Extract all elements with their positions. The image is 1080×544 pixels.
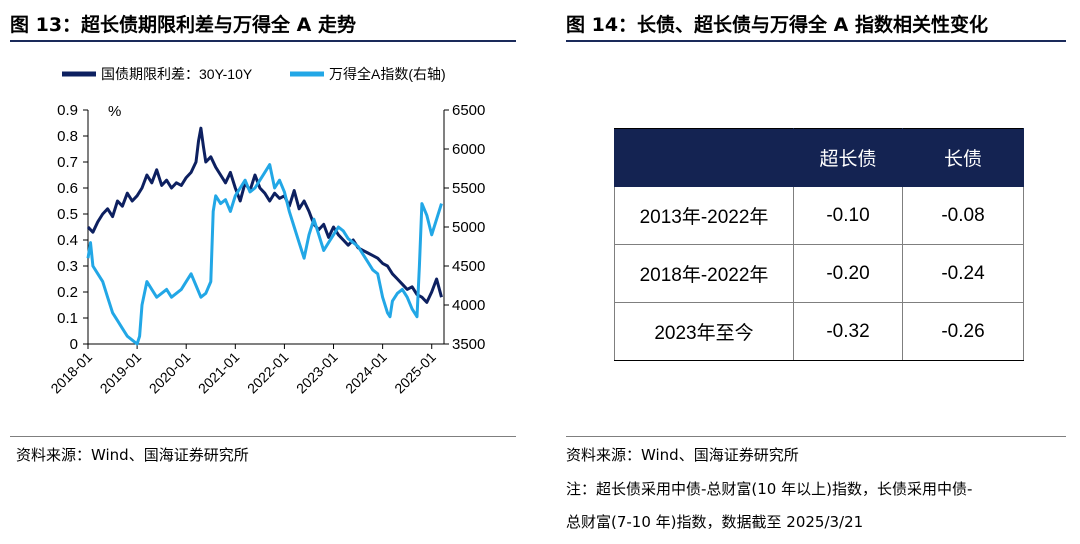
- table-cell-period: 2018年-2022年: [614, 244, 794, 303]
- figure-14-bottom-rule: [566, 436, 1066, 437]
- x-tick-label: 2019-01: [97, 349, 145, 397]
- table-cell-long: -0.24: [902, 244, 1024, 303]
- table-cell-long: -0.08: [902, 186, 1024, 245]
- x-tick-label: 2024-01: [342, 349, 390, 397]
- figure-14-top-rule: [566, 40, 1066, 42]
- y-right-tick-label: 4500: [452, 258, 485, 275]
- figure-13-source: 资料来源：Wind、国海证券研究所: [16, 446, 249, 464]
- figure-13-bottom-rule: [10, 436, 516, 437]
- table-header-ultra-long: 超长债: [793, 128, 903, 187]
- series-line-spread: [86, 126, 443, 304]
- y-left-tick-label: 0.1: [57, 310, 78, 327]
- figure-13-top-rule: [10, 40, 516, 42]
- table-header-blank: [614, 128, 794, 187]
- y-left-tick-label: 0.7: [57, 154, 78, 171]
- table-row: 2013年-2022年 -0.10 -0.08: [614, 186, 1024, 245]
- table-row: 2018年-2022年 -0.20 -0.24: [614, 244, 1024, 303]
- table-cell-period: 2023年至今: [614, 302, 794, 361]
- x-tick-label: 2022-01: [244, 349, 292, 397]
- x-tick-label: 2020-01: [146, 349, 194, 397]
- correlation-table: 超长债 长债 2013年-2022年 -0.10 -0.08 2018年-202…: [614, 128, 1024, 361]
- figure-14-title: 图 14：长债、超长债与万得全 A 指数相关性变化: [566, 14, 988, 36]
- legend-label-spread: 国债期限利差：30Y-10Y: [101, 66, 253, 82]
- y-right-tick-label: 5000: [452, 219, 485, 236]
- table-cell-long: -0.26: [902, 302, 1024, 361]
- y-left-unit-label: %: [108, 103, 121, 120]
- y-left-tick-label: 0.4: [57, 232, 78, 249]
- x-tick-label: 2023-01: [293, 349, 341, 397]
- series-line-index: [86, 163, 443, 346]
- y-right-tick-label: 5500: [452, 180, 485, 197]
- y-right-tick-label: 6500: [452, 102, 485, 119]
- y-right-tick-label: 3500: [452, 336, 485, 353]
- table-header-row: 超长债 长债: [614, 128, 1024, 187]
- y-left-tick-label: 0.5: [57, 206, 78, 223]
- chart-figure-13: 国债期限利差：30Y-10Y 万得全A指数(右轴) 0 0.1 0.2 0.3 0.4 0.5…: [47, 66, 485, 397]
- y-right-tick-label: 4000: [452, 297, 485, 314]
- legend-label-index: 万得全A指数(右轴): [329, 66, 446, 82]
- figure-14-note-line1: 注：超长债采用中债-总财富(10 年以上)指数，长债采用中债-: [566, 480, 973, 498]
- y-left-tick-label: 0.3: [57, 258, 78, 275]
- table-cell-ultra-long: -0.10: [793, 186, 903, 245]
- y-left-tick-label: 0.6: [57, 180, 78, 197]
- y-left-tick-label: 0.2: [57, 284, 78, 301]
- y-left-tick-label: 0.9: [57, 102, 78, 119]
- figure-14-source: 资料来源：Wind、国海证券研究所: [566, 446, 799, 464]
- table-cell-period: 2013年-2022年: [614, 186, 794, 245]
- figure-13-title: 图 13：超长债期限利差与万得全 A 走势: [10, 14, 356, 36]
- table-cell-ultra-long: -0.32: [793, 302, 903, 361]
- x-tick-label: 2018-01: [47, 349, 95, 397]
- figure-14-note-line2: 总财富(7-10 年)指数，数据截至 2025/3/21: [566, 513, 864, 531]
- y-left-tick-label: 0.8: [57, 128, 78, 145]
- y-left-tick-label: 0: [70, 336, 78, 353]
- table-header-long: 长债: [902, 128, 1024, 187]
- table-cell-ultra-long: -0.20: [793, 244, 903, 303]
- y-right-tick-label: 6000: [452, 141, 485, 158]
- x-tick-label: 2025-01: [391, 349, 439, 397]
- x-tick-label: 2021-01: [195, 349, 243, 397]
- table-row: 2023年至今 -0.32 -0.26: [614, 302, 1024, 361]
